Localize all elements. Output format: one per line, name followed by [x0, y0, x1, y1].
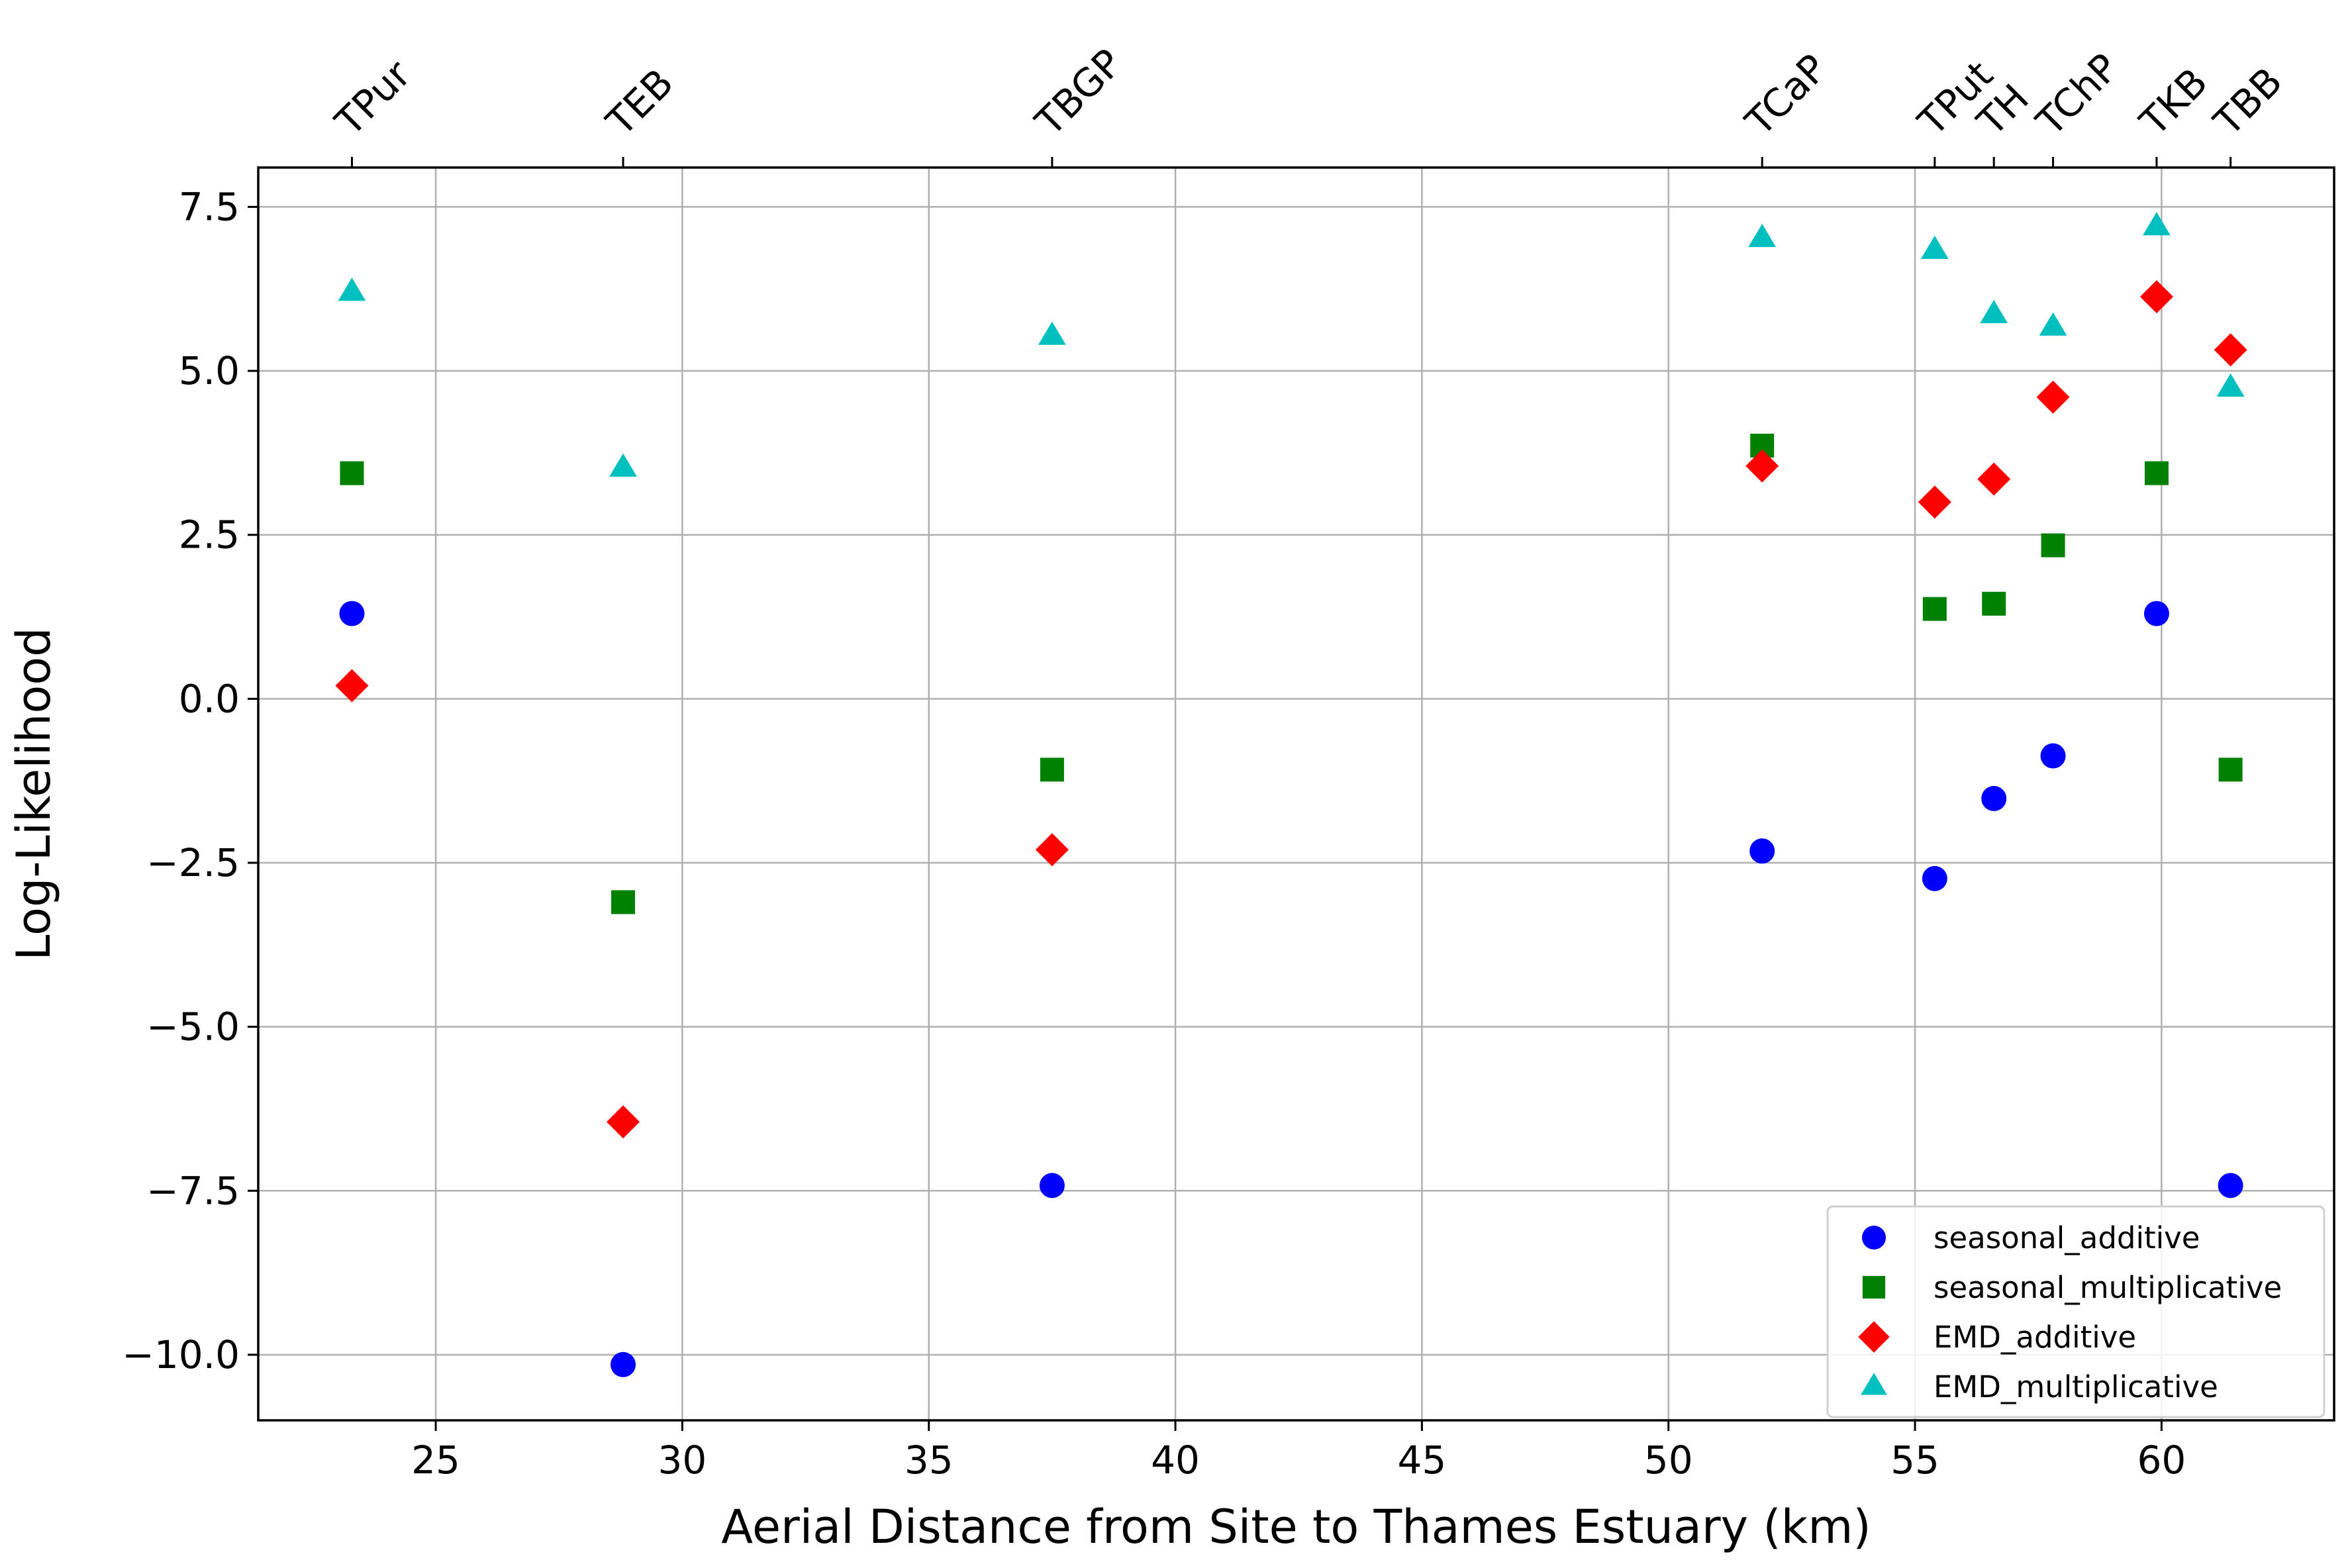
- y-tick-label: 2.5: [179, 513, 240, 558]
- data-point-EMD-additive: [335, 669, 369, 703]
- site-label: TCaP: [1736, 46, 1836, 145]
- x-axis-ticks: 25 30 35 40 45 50 55 60: [411, 1420, 2186, 1483]
- data-point-seasonal-multiplicative: [1922, 597, 1947, 621]
- data-point-EMD-multiplicative: [1038, 321, 1066, 345]
- y-tick-label: −2.5: [146, 840, 240, 885]
- grid-lines: [258, 168, 2334, 1420]
- data-point-EMD-multiplicative: [1980, 299, 2008, 324]
- legend-items: seasonal_additive seasonal_multiplicative…: [1858, 1220, 2282, 1404]
- data-point-seasonal-multiplicative: [1982, 591, 2006, 616]
- plot-frame: [257, 166, 2335, 1422]
- data-point-seasonal-additive: [1039, 1173, 1065, 1199]
- legend-label: seasonal_additive: [1934, 1220, 2200, 1255]
- data-points: [335, 212, 2247, 1377]
- data-point-EMD-multiplicative: [609, 453, 637, 477]
- data-point-seasonal-additive: [339, 601, 365, 626]
- site-label: TChP: [2028, 45, 2128, 145]
- x-tick-label: 35: [905, 1438, 954, 1483]
- data-point-EMD-multiplicative: [2039, 312, 2067, 336]
- data-point-seasonal-multiplicative: [1040, 758, 1064, 782]
- y-axis-ticks: 7.5 5.0 2.5 0.0 −2.5 −5.0 −7.5 −10.0: [122, 184, 258, 1377]
- data-point-seasonal-additive: [2218, 1173, 2243, 1199]
- y-tick-label: −7.5: [146, 1168, 240, 1213]
- data-point-seasonal-multiplicative: [2041, 533, 2065, 558]
- data-point-seasonal-additive: [611, 1351, 636, 1377]
- data-point-EMD-additive: [2214, 333, 2247, 367]
- data-point-EMD-multiplicative: [1920, 235, 1949, 260]
- legend-marker-seasonal-multiplicative: [1862, 1275, 1886, 1299]
- y-tick-label: −10.0: [122, 1332, 240, 1377]
- site-label: TBGP: [1026, 40, 1131, 145]
- x-tick-label: 60: [2137, 1438, 2186, 1483]
- y-tick-label: 7.5: [179, 184, 240, 229]
- y-tick-label: 0.0: [179, 676, 240, 721]
- x-tick-label: 50: [1644, 1438, 1693, 1483]
- data-point-seasonal-multiplicative: [340, 461, 364, 485]
- data-point-seasonal-multiplicative: [2144, 461, 2169, 485]
- data-point-EMD-additive: [1745, 449, 1779, 483]
- data-point-seasonal-additive: [1922, 865, 1947, 891]
- legend-label: EMD_multiplicative: [1934, 1369, 2218, 1404]
- legend-label: EMD_additive: [1934, 1320, 2136, 1355]
- data-point-EMD-multiplicative: [2216, 373, 2245, 397]
- legend-box: [1826, 1205, 2326, 1418]
- data-point-EMD-additive: [1035, 833, 1069, 867]
- data-point-EMD-multiplicative: [1748, 223, 1777, 248]
- legend-marker-EMD-additive: [1858, 1321, 1890, 1353]
- data-point-EMD-additive: [607, 1105, 640, 1139]
- data-point-seasonal-multiplicative: [2218, 758, 2243, 782]
- data-point-seasonal-multiplicative: [611, 890, 636, 914]
- x-axis-title: Aerial Distance from Site to Thames Estu…: [721, 1500, 1871, 1554]
- data-point-seasonal-additive: [1749, 838, 1775, 864]
- data-point-EMD-multiplicative: [338, 277, 366, 301]
- site-label: TKB: [2131, 60, 2216, 145]
- site-label: TPur: [326, 52, 420, 145]
- data-point-EMD-multiplicative: [2143, 212, 2171, 236]
- legend-label: seasonal_multiplicative: [1934, 1270, 2282, 1305]
- data-point-seasonal-additive: [2143, 601, 2169, 626]
- data-point-EMD-additive: [2036, 380, 2070, 414]
- legend-marker-EMD-multiplicative: [1861, 1373, 1887, 1395]
- y-tick-label: 5.0: [179, 348, 240, 393]
- x-tick-label: 25: [411, 1438, 460, 1483]
- data-point-seasonal-additive: [2040, 743, 2066, 769]
- site-label: TBB: [2205, 58, 2291, 144]
- site-label: TEB: [597, 60, 682, 145]
- y-axis-title: Log-Likelihood: [7, 627, 61, 960]
- x-tick-label: 45: [1397, 1438, 1446, 1483]
- data-point-EMD-additive: [1918, 485, 1951, 519]
- legend-marker-seasonal-additive: [1861, 1225, 1886, 1250]
- y-tick-label: −5.0: [146, 1004, 240, 1050]
- x-tick-label: 40: [1151, 1438, 1200, 1483]
- x-tick-label: 30: [658, 1438, 707, 1483]
- legend: seasonal_additive seasonal_multiplicative…: [1826, 1205, 2326, 1418]
- data-point-EMD-additive: [1977, 462, 2011, 496]
- data-point-EMD-additive: [2139, 280, 2173, 314]
- x-tick-label: 55: [1890, 1438, 1939, 1483]
- data-point-seasonal-additive: [1981, 785, 2007, 811]
